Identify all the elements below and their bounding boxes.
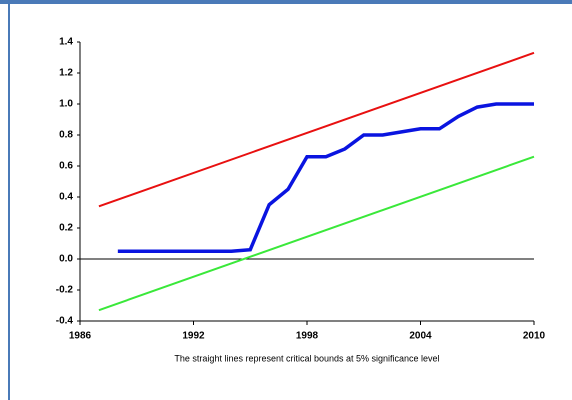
- y-tick-label: 0.8: [59, 130, 73, 141]
- series-line: [98, 51, 535, 208]
- y-tick-label: 0.6: [59, 161, 73, 172]
- y-tick-label: -0.4: [56, 316, 74, 327]
- y-tick-label: -0.2: [56, 285, 74, 296]
- x-tick-label: 2004: [409, 331, 432, 342]
- y-tick-label: 0.4: [59, 192, 73, 203]
- x-tick-label: 2010: [523, 331, 546, 342]
- series-line: [98, 155, 535, 312]
- y-tick-label: 1.4: [59, 37, 73, 48]
- y-tick-label: 1.0: [59, 99, 73, 110]
- x-tick-label: 1986: [69, 331, 92, 342]
- y-tick-label: 0.2: [59, 223, 73, 234]
- y-tick-label: 1.2: [59, 68, 73, 79]
- y-tick-label: 0.0: [59, 254, 73, 265]
- x-tick-label: 1998: [296, 331, 319, 342]
- x-tick-label: 1992: [182, 331, 205, 342]
- series-line: [117, 102, 534, 253]
- caption: The straight lines represent critical bo…: [174, 353, 439, 363]
